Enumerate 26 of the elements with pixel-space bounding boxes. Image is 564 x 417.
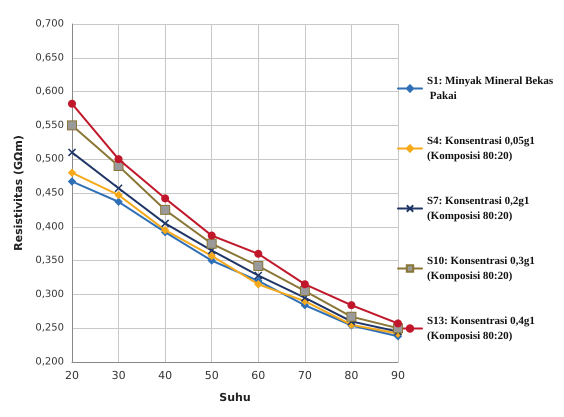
y-tick-label: 0,250 (35, 322, 64, 334)
legend-label: S4: Konsentrasi 0,05g1 (Komposisi 80:20) (427, 135, 538, 162)
x-tick-label: 90 (391, 369, 405, 382)
legend-label: S10: Konsentrasi 0,3g1 (Komposisi 80:20) (427, 255, 538, 282)
x-tick-label: 70 (298, 369, 312, 382)
x-axis-title: Suhu (219, 391, 251, 404)
x-tick-label: 40 (158, 369, 172, 382)
y-tick-label: 0,600 (35, 86, 64, 98)
y-axis-title: Resistivitas (GΩm) (12, 135, 25, 251)
y-tick-label: 0,450 (35, 188, 64, 198)
y-tick-label: 0,350 (35, 255, 64, 266)
y-tick-label: 0,550 (35, 120, 64, 131)
y-tick-label: 0,300 (35, 288, 64, 300)
y-tick-label: 0,400 (35, 221, 64, 232)
y-tick-label: 0,700 (35, 18, 64, 30)
legend-label: S13: Konsentrasi 0,4g1 (Komposisi 80:20) (427, 315, 538, 342)
x-tick-label: 80 (344, 369, 358, 382)
x-tick-label: 50 (204, 369, 219, 382)
legend-label: S7: Konsentrasi 0,2g1 (Komposisi 80:20) (427, 195, 532, 222)
x-tick-label: 30 (112, 369, 126, 382)
y-tick-label: 0,650 (35, 52, 64, 64)
y-tick-label: 0,200 (35, 356, 64, 368)
x-tick-label: 60 (251, 369, 266, 382)
legend-label: S1: Minyak Mineral Bekas Pakai (427, 75, 554, 102)
x-tick-label: 20 (65, 369, 79, 382)
y-tick-label: 0,500 (35, 154, 64, 165)
